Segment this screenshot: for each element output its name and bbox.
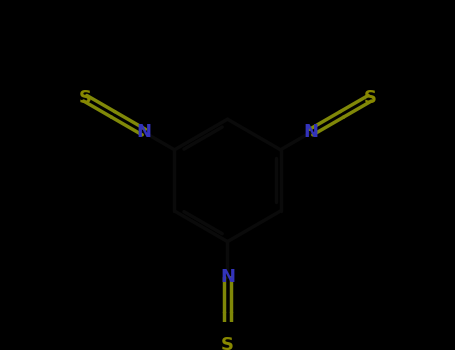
Text: N: N bbox=[220, 268, 235, 286]
Text: N: N bbox=[303, 123, 318, 141]
Text: S: S bbox=[221, 336, 234, 350]
Text: S: S bbox=[79, 89, 92, 107]
Text: N: N bbox=[136, 123, 152, 141]
Text: S: S bbox=[363, 89, 376, 107]
